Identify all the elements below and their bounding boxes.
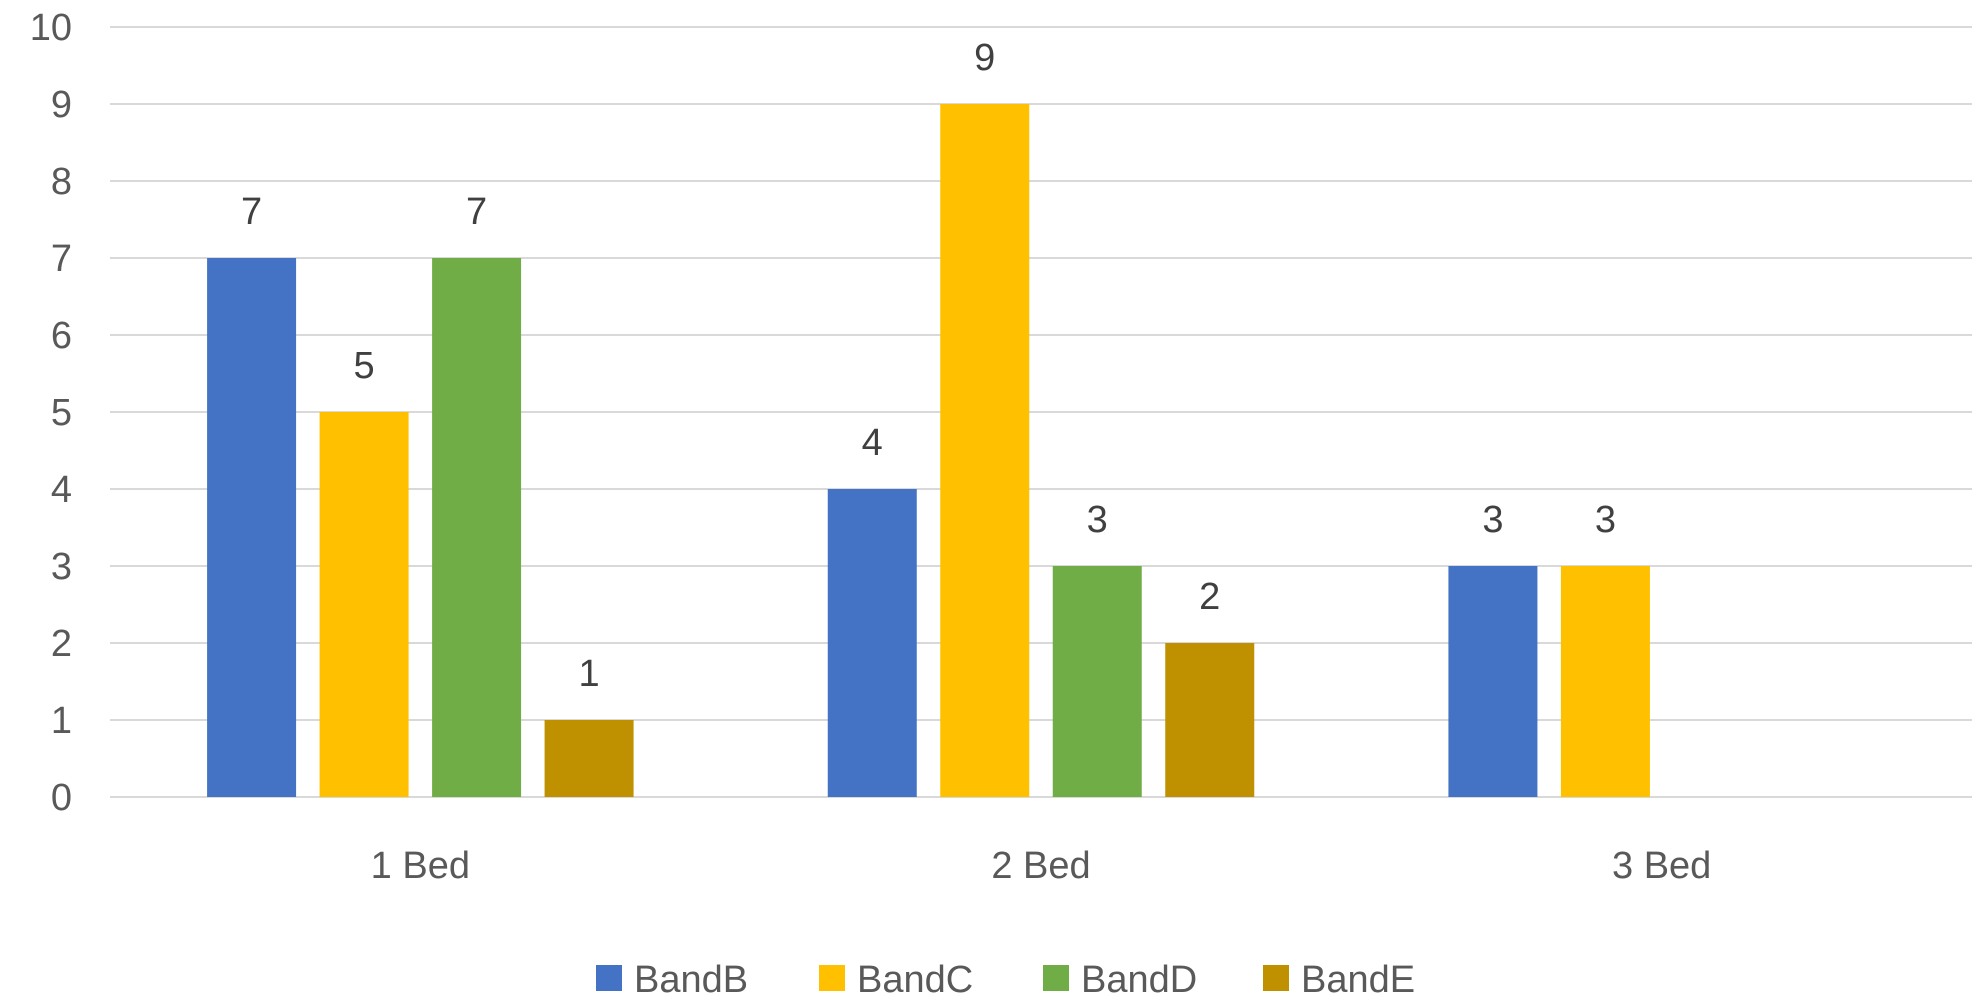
data-label: 1 [579, 653, 600, 695]
data-labels: 7 5 7 1 4 9 3 2 3 3 [241, 37, 1616, 695]
y-tick-label: 7 [51, 238, 72, 280]
y-tick-label: 9 [51, 84, 72, 126]
y-tick-label: 2 [51, 623, 72, 665]
x-tick-label: 2 Bed [991, 845, 1090, 887]
gridlines [110, 26, 1972, 798]
y-tick-label: 1 [51, 700, 72, 742]
y-tick-label: 8 [51, 161, 72, 203]
y-tick-label: 3 [51, 546, 72, 588]
bar-bande [544, 720, 634, 797]
bar-bandd [1052, 566, 1142, 797]
legend-swatch-bandd [1043, 965, 1069, 991]
legend-label: BandD [1081, 959, 1197, 999]
legend-swatch-bandc [819, 965, 845, 991]
y-tick-label: 10 [30, 7, 72, 49]
legend-label: BandC [857, 959, 973, 999]
legend-label: BandE [1301, 959, 1415, 999]
bar-bandb [1448, 566, 1538, 797]
legend-label: BandB [634, 959, 748, 999]
legend: BandB BandC BandD BandE [596, 959, 1415, 999]
data-label: 4 [862, 422, 883, 464]
x-axis-ticks: 1 Bed 2 Bed 3 Bed [371, 845, 1712, 887]
bar-bande [1165, 643, 1255, 797]
x-tick-label: 1 Bed [371, 845, 470, 887]
data-label: 5 [354, 345, 375, 387]
data-label: 9 [974, 37, 995, 79]
data-label: 3 [1595, 499, 1616, 541]
bar-bandc [1560, 566, 1650, 797]
bar-bandb [827, 489, 917, 797]
x-tick-label: 3 Bed [1612, 845, 1711, 887]
bars [207, 104, 1650, 797]
bar-bandd [432, 258, 522, 797]
y-tick-label: 5 [51, 392, 72, 434]
bar-bandb [207, 258, 297, 797]
data-label: 7 [241, 191, 262, 233]
y-tick-label: 6 [51, 315, 72, 357]
data-label: 7 [466, 191, 487, 233]
data-label: 2 [1199, 576, 1220, 618]
data-label: 3 [1482, 499, 1503, 541]
bar-bandc [940, 104, 1030, 797]
data-label: 3 [1087, 499, 1108, 541]
legend-swatch-bandb [596, 965, 622, 991]
y-tick-label: 4 [51, 469, 72, 511]
y-tick-label: 0 [51, 777, 72, 819]
legend-swatch-bande [1263, 965, 1289, 991]
bar-bandc [319, 412, 409, 797]
y-axis-ticks: 0 1 2 3 4 5 6 7 8 9 10 [30, 7, 72, 819]
